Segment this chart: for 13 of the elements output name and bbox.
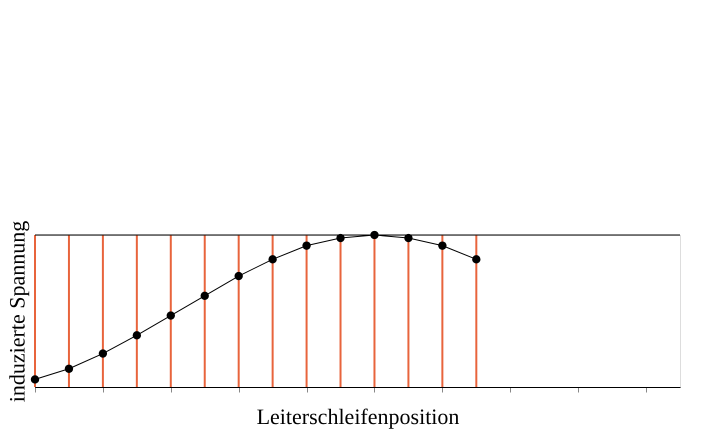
point — [302, 241, 311, 250]
point — [268, 255, 277, 264]
point — [438, 241, 447, 250]
point — [166, 311, 175, 320]
point — [98, 349, 108, 358]
y-axis-title: induzierte Spannung — [4, 220, 30, 402]
point — [472, 255, 480, 264]
point — [30, 375, 40, 384]
x-axis-title: Leiterschleifenposition — [256, 404, 460, 429]
point — [64, 364, 74, 373]
point — [132, 331, 142, 340]
point — [234, 272, 243, 280]
point — [200, 292, 209, 300]
